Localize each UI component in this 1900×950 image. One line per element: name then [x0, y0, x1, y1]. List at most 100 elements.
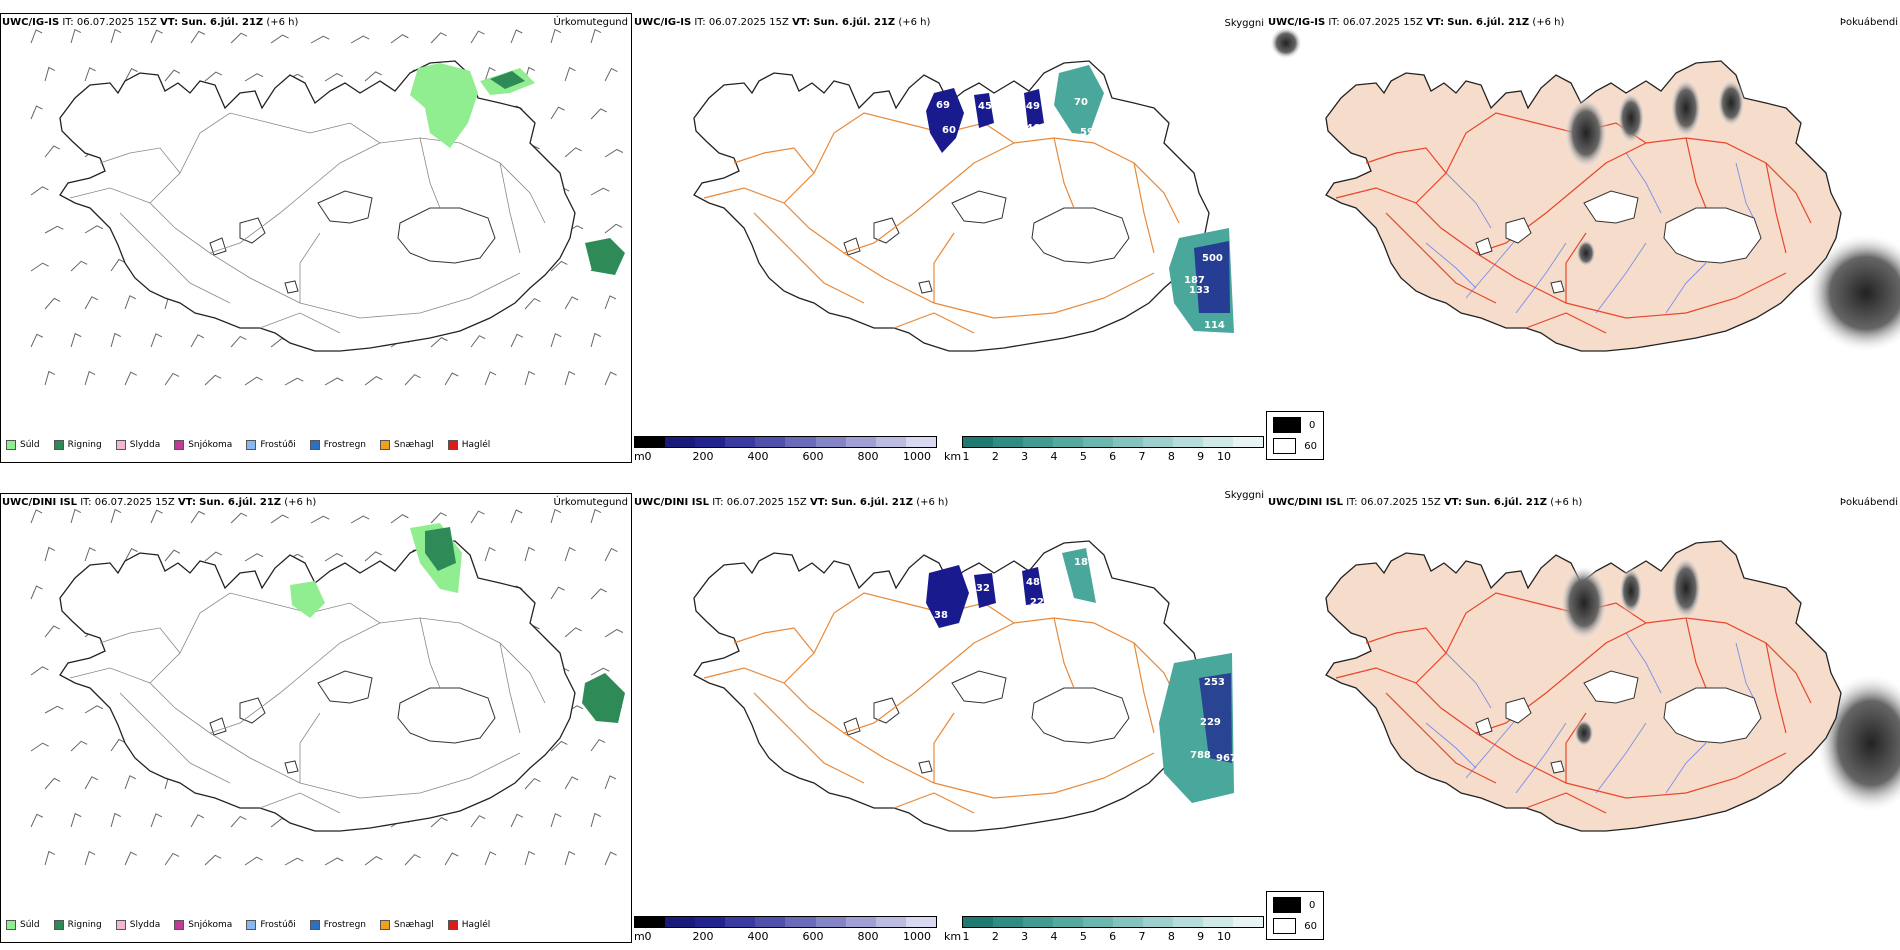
colorbar-segment: [993, 917, 1023, 927]
row1-fog-panel: UWC/IG-IS IT: 06.07.2025 15Z VT: Sun. 6.…: [1266, 13, 1900, 463]
lead-offset: (+6 h): [284, 497, 317, 508]
vt-time: Sun. 6.júl. 21Z: [181, 17, 264, 28]
it-time: 06.07.2025 15Z: [94, 497, 175, 508]
map-line: [1385, 692, 1497, 784]
wind-barb: [430, 817, 448, 828]
low-vis-area: [926, 88, 964, 153]
wind-barb: [510, 29, 523, 44]
wind-barb: [604, 547, 618, 562]
model-name: UWC/DINI ISL: [2, 497, 78, 508]
legend-label: Snjókoma: [188, 440, 233, 450]
wind-barb: [230, 512, 248, 524]
wind-barb: [350, 515, 370, 524]
legend-swatch: [309, 440, 320, 450]
cloud-key: 0 60: [1266, 411, 1324, 460]
cloud-area: [1670, 78, 1702, 138]
colorbar-tick-label: 400: [747, 930, 769, 943]
map-line: [1595, 722, 1647, 794]
low-vis-area: [1194, 241, 1230, 313]
legend-item: Slydda: [115, 920, 160, 930]
low-vis-area: [1024, 89, 1044, 128]
wind-barb: [604, 851, 617, 866]
wind-barb: [444, 372, 459, 386]
colorbar-tick-label: 4: [1050, 450, 1058, 463]
vis-m-colorbar: [634, 916, 937, 928]
legend-label: Slydda: [129, 440, 161, 450]
colorbar-segment: [635, 437, 666, 447]
wind-barb: [124, 851, 137, 866]
wind-barb: [564, 850, 576, 866]
wind-barb: [70, 260, 88, 272]
row2-visibility-panel: 181 48 38 32 22 253 229 788 967 UWC/DINI ISL IT:…: [634, 490, 1264, 943]
colorbar-segment: [1023, 917, 1053, 927]
legend-item: Frostregn: [309, 920, 366, 930]
vt-label: VT:: [160, 17, 179, 28]
map-line: [397, 687, 496, 744]
it-label: IT:: [1346, 497, 1358, 508]
wind-barb: [604, 295, 617, 310]
cloud-area: [1806, 233, 1900, 353]
visibility-value-label: 788: [1190, 750, 1211, 761]
colorbar-tick-label: 6: [1109, 930, 1117, 943]
row2-fog-panel: UWC/DINI ISL IT: 06.07.2025 15Z VT: Sun.…: [1266, 493, 1900, 943]
legend-swatch: [6, 920, 16, 930]
wind-barb: [430, 32, 447, 44]
wind-barb: [310, 35, 330, 44]
wind-barb: [44, 777, 61, 790]
wind-barb: [150, 509, 163, 524]
legend-item: Snjókoma: [174, 440, 232, 450]
legend-swatch: [447, 440, 458, 450]
map-line: [951, 670, 1007, 704]
it-label: IT:: [1328, 17, 1340, 28]
wind-barb: [44, 370, 56, 386]
wind-barb: [524, 370, 536, 386]
wind-barb: [590, 812, 602, 828]
colorbar-segment: [875, 917, 906, 927]
wind-barb: [430, 337, 448, 348]
roads: [1335, 112, 1812, 334]
map-line: [209, 717, 227, 736]
wind-barb: [590, 738, 606, 752]
low-vis-area: [1199, 673, 1232, 763]
cloud-area: [1270, 27, 1302, 59]
wind-barb: [190, 510, 206, 524]
wind-barb: [550, 812, 562, 828]
map-line: [419, 617, 441, 689]
colorbar-tick-label: 8: [1167, 930, 1175, 943]
colorbar-tick-label: 7: [1138, 450, 1146, 463]
map-line: [1515, 722, 1567, 794]
vt-label: VT:: [809, 497, 828, 508]
wind-barb: [590, 187, 610, 196]
legend-swatch: [380, 920, 391, 930]
colorbar-tick-label: 7: [1138, 930, 1146, 943]
wind-barb: [230, 335, 247, 348]
wind-barb: [310, 515, 330, 524]
colorbar-tick-label: 6: [1109, 450, 1117, 463]
precip-map: [30, 28, 625, 386]
legend-swatch: [6, 440, 16, 450]
legend-swatch: [115, 440, 126, 450]
colorbar-segment: [1143, 917, 1173, 927]
legend-item: Haglél: [447, 440, 490, 450]
rain-area: [582, 673, 625, 723]
colorbar-tick-label: 200: [692, 930, 714, 943]
legend-swatch: [53, 440, 64, 450]
map-line: [1475, 717, 1493, 736]
map-line: [239, 217, 266, 244]
map-line: [1053, 617, 1075, 689]
map-line: [299, 712, 321, 783]
cloud-area: [1670, 556, 1702, 620]
wind-barb: [84, 67, 96, 82]
wind-barb: [470, 510, 485, 524]
map-line: [317, 190, 373, 224]
map-line: [843, 717, 861, 736]
colorbar-segment: [815, 917, 846, 927]
cloud-area: [1576, 239, 1596, 267]
colorbar-segment: [755, 917, 786, 927]
it-time: 06.07.2025 15Z: [1342, 17, 1423, 28]
wind-barb: [124, 295, 137, 310]
glacier-outlines: [843, 190, 1130, 294]
wind-barb: [350, 35, 370, 44]
cloud-key-dark-swatch: [1273, 897, 1301, 913]
wind-barb: [324, 377, 344, 386]
